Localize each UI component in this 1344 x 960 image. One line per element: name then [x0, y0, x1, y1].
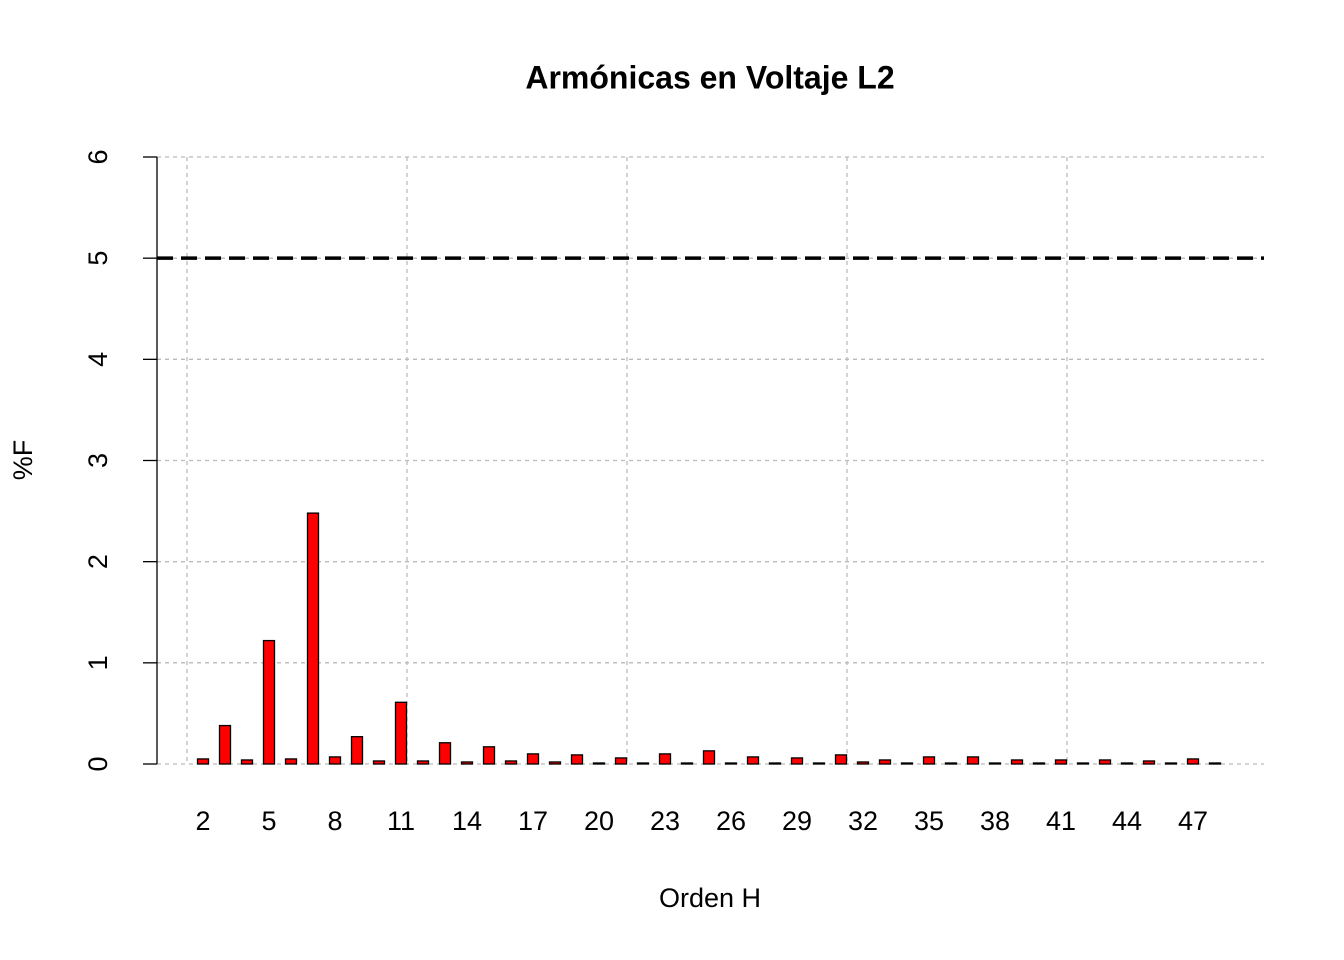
- y-tick-label: 4: [83, 352, 113, 367]
- bar: [614, 757, 628, 765]
- bar: [1142, 760, 1156, 765]
- bar: [702, 750, 716, 765]
- y-tick-label: 5: [83, 251, 113, 266]
- bar: [1054, 759, 1068, 765]
- bar: [592, 762, 606, 765]
- x-tick-label: 26: [716, 806, 746, 836]
- bar: [416, 760, 430, 765]
- bar: [306, 512, 320, 765]
- bar: [1010, 759, 1024, 765]
- bar: [548, 761, 562, 765]
- bar: [768, 762, 782, 765]
- bar: [526, 753, 540, 765]
- y-tick-label: 1: [83, 655, 113, 670]
- bar: [1186, 758, 1200, 765]
- x-tick-label: 8: [327, 806, 342, 836]
- bar: [1164, 762, 1178, 765]
- x-tick-label: 2: [195, 806, 210, 836]
- bar: [900, 762, 914, 765]
- bar: [1120, 762, 1134, 765]
- x-tick-label: 38: [980, 806, 1010, 836]
- x-tick-label: 11: [387, 806, 415, 836]
- bar: [636, 762, 650, 765]
- bar: [1032, 762, 1046, 765]
- bar: [1098, 759, 1112, 765]
- bar: [944, 762, 958, 765]
- bar: [812, 762, 826, 765]
- x-tick-label: 29: [782, 806, 812, 836]
- bar: [350, 736, 364, 765]
- y-axis-label: %F: [8, 440, 38, 481]
- bar: [988, 762, 1002, 765]
- x-tick-label: 20: [584, 806, 614, 836]
- y-tick-label: 3: [83, 453, 113, 468]
- bar: [482, 746, 496, 765]
- x-tick-label: 32: [848, 806, 878, 836]
- bar: [856, 761, 870, 765]
- bar: [658, 753, 672, 765]
- bar: [1208, 762, 1222, 765]
- bar: [680, 762, 694, 765]
- chart-title: Armónicas en Voltaje L2: [525, 59, 894, 95]
- x-tick-label: 23: [650, 806, 680, 836]
- bar: [966, 756, 980, 765]
- bar: [438, 742, 452, 765]
- bar: [724, 762, 738, 765]
- y-tick-label: 0: [83, 756, 113, 771]
- bar: [262, 639, 276, 765]
- bar: [878, 759, 892, 765]
- bar: [790, 757, 804, 765]
- bar: [328, 756, 342, 765]
- bar: [372, 760, 386, 765]
- x-tick-label: 47: [1178, 806, 1208, 836]
- bar: [1076, 762, 1090, 765]
- y-tick-label: 2: [83, 554, 113, 569]
- x-tick-label: 14: [452, 806, 482, 836]
- bar: [922, 756, 936, 765]
- bar: [284, 758, 298, 765]
- y-tick-label: 6: [83, 149, 113, 164]
- bar: [218, 724, 232, 765]
- x-tick-label: 41: [1046, 806, 1076, 836]
- bar: [834, 754, 848, 765]
- bar: [394, 701, 408, 765]
- x-tick-label: 35: [914, 806, 944, 836]
- bar: [746, 756, 760, 765]
- x-tick-label: 17: [518, 806, 548, 836]
- bar: [196, 758, 210, 765]
- x-tick-label: 5: [261, 806, 276, 836]
- x-axis-label: Orden H: [659, 883, 761, 913]
- bar: [570, 754, 584, 765]
- bar: [504, 760, 518, 765]
- x-tick-label: 44: [1112, 806, 1142, 836]
- bar: [240, 759, 254, 765]
- bar: [460, 761, 474, 765]
